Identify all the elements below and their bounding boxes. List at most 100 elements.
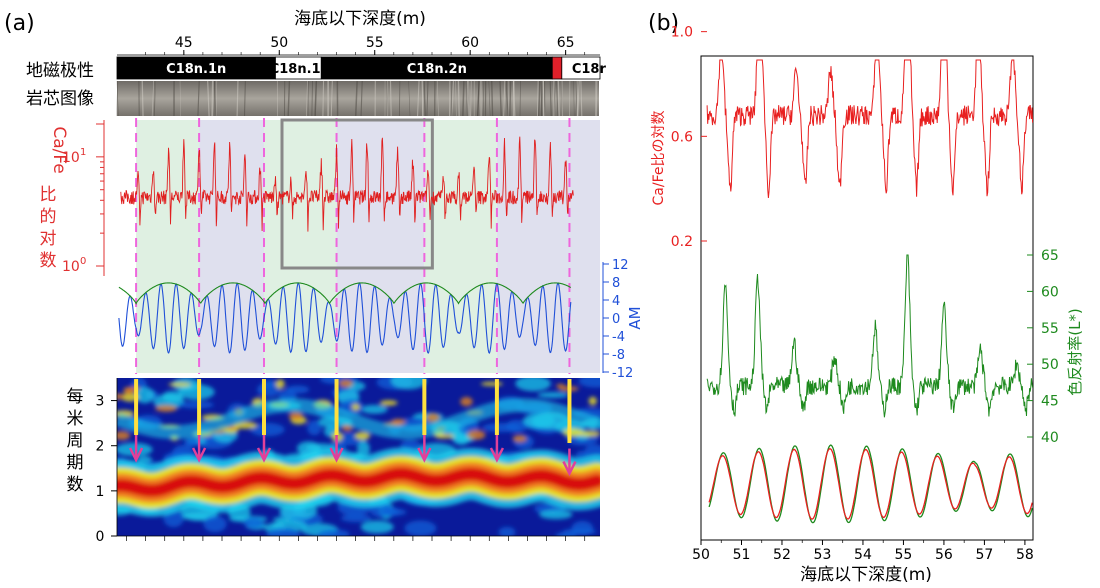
core-streak xyxy=(482,80,485,117)
spectrogram-blob xyxy=(307,420,322,436)
spectrogram-blob xyxy=(351,403,360,411)
cafe-tick-label: 10 xyxy=(62,150,80,166)
spectrogram-blob xyxy=(155,405,178,412)
am-tick-label: 12 xyxy=(612,258,629,273)
cycle-band xyxy=(130,120,137,373)
core-streak xyxy=(436,80,439,117)
spectrogram-blob xyxy=(117,442,153,457)
panel-b-reflectance-line xyxy=(706,254,1034,418)
panel-b-reflectance-tick-label: 50 xyxy=(1041,357,1059,373)
spectrogram-blob xyxy=(588,396,597,406)
spectrogram xyxy=(116,378,600,541)
boundary-arrow-head xyxy=(191,447,207,463)
spectrogram-blob xyxy=(480,381,503,387)
panel-b-reflectance-tick-label: 40 xyxy=(1041,430,1059,446)
core-streak xyxy=(556,80,559,117)
core-streak xyxy=(509,80,512,117)
core-streak xyxy=(541,80,545,117)
depth-tick-label: 60 xyxy=(461,35,479,51)
panel-a-depth-axis: 45 50 55 60 65 xyxy=(117,35,600,56)
panel-b-filtered-cafe-line xyxy=(708,447,1033,520)
panel-b-x-tick-label: 55 xyxy=(895,547,913,563)
chron-label: C18n.1n xyxy=(166,62,226,77)
spectrogram-blob xyxy=(482,422,521,433)
panel-b: (b) 0.20.61.01.4 Ca/Fe比の対数 404550556065 … xyxy=(648,11,1084,585)
core-streak xyxy=(322,80,325,117)
cafe-ylabel-latin: Ca/Fe xyxy=(49,126,69,173)
core-streak xyxy=(154,80,156,117)
spectrogram-blob xyxy=(162,390,184,402)
cafe-ylabel-char: 数 xyxy=(40,251,57,271)
spectrogram-blob xyxy=(391,418,406,425)
core-streak xyxy=(314,80,318,117)
panel-b-x-tick-label: 52 xyxy=(773,547,791,563)
spectrogram-ylabel-char: 数 xyxy=(67,475,84,495)
spectrogram-blob xyxy=(539,509,573,520)
core-streak xyxy=(116,80,118,117)
panel-b-x-tick-label: 56 xyxy=(935,547,953,563)
cycle-band xyxy=(424,120,497,373)
boundary-arrow-head xyxy=(417,447,432,463)
core-streak xyxy=(455,80,457,117)
spectrogram-ylabel-char: 米 xyxy=(67,409,84,429)
core-streak xyxy=(243,80,246,117)
core-streak xyxy=(354,80,358,117)
core-streak xyxy=(561,80,564,117)
core-streak xyxy=(215,80,218,117)
spectrogram-blob xyxy=(578,430,600,437)
panel-b-cafe-tick-label: 0.6 xyxy=(671,129,693,145)
core-streak xyxy=(311,80,313,117)
spectrogram-blob xyxy=(578,378,600,388)
panel-a-label: (a) xyxy=(4,11,35,36)
spectrogram-ylabel-char: 周 xyxy=(67,431,84,451)
cafe-series-line xyxy=(120,136,574,232)
spectrogram-blob xyxy=(243,517,264,529)
core-streak xyxy=(421,80,424,117)
panel-b-x-tick-label: 50 xyxy=(692,547,710,563)
core-streak xyxy=(207,80,210,117)
core-streak xyxy=(536,80,539,117)
depth-tick-label: 45 xyxy=(175,35,193,51)
boundary-arrow-head xyxy=(128,447,144,463)
spectrogram-blob xyxy=(361,404,388,414)
spectrogram-y-tick-label: 2 xyxy=(96,439,105,455)
core-streak xyxy=(426,80,429,117)
core-streak xyxy=(491,80,494,117)
cycle-band xyxy=(496,120,570,373)
cafe-tick-exp: 0 xyxy=(80,256,86,267)
am-tick-label: -12 xyxy=(612,366,633,381)
panel-b-cafe-axis: 0.20.61.01.4 xyxy=(671,25,707,250)
panel-b-reflectance-tick-label: 45 xyxy=(1041,394,1059,410)
chron-label: C18r xyxy=(572,62,607,77)
core-streak xyxy=(408,80,411,117)
panel-b-cafe-line xyxy=(706,59,1034,198)
core-streak xyxy=(360,80,363,117)
depth-tick-label: 65 xyxy=(557,35,575,51)
core-streak xyxy=(287,80,291,117)
spectrogram-blob xyxy=(168,382,192,387)
core-streak xyxy=(330,80,333,117)
spectrogram-blob xyxy=(354,431,371,441)
boundary-arrow-head xyxy=(256,447,272,463)
core-streak xyxy=(116,80,119,117)
spectrogram-blob xyxy=(571,520,594,536)
core-streak xyxy=(505,80,509,117)
core-streak xyxy=(213,80,216,117)
am-tick-label: 0 xyxy=(612,312,620,327)
cycle-band xyxy=(264,120,337,373)
spectrogram-blob xyxy=(134,387,155,404)
core-streak xyxy=(575,80,578,117)
core-streak xyxy=(141,80,144,117)
core-streak xyxy=(467,80,471,117)
panel-b-x-tick-label: 51 xyxy=(733,547,751,563)
spectrogram-power-band xyxy=(117,467,600,498)
cycle-band xyxy=(136,120,200,373)
spectrogram-blob xyxy=(203,515,227,533)
spectrogram-blob xyxy=(178,384,215,400)
spectrogram-blob xyxy=(379,400,398,406)
spectrogram-blob xyxy=(136,456,153,464)
spectrogram-blob xyxy=(515,378,551,392)
chron-block xyxy=(551,56,563,80)
